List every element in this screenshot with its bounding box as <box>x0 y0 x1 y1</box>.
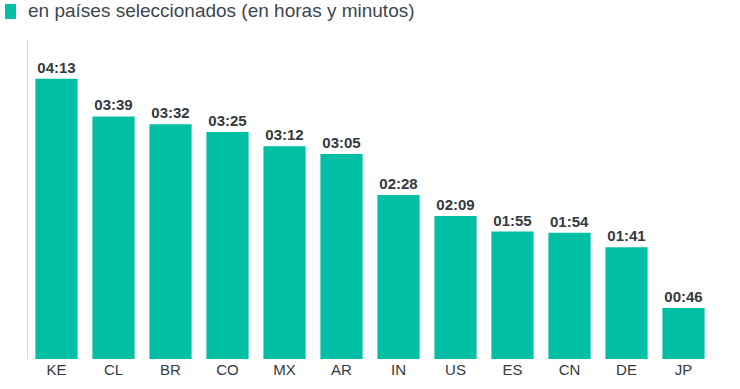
svg-text:US: US <box>445 361 466 378</box>
svg-text:03:39: 03:39 <box>94 96 132 113</box>
svg-text:CL: CL <box>104 361 123 378</box>
svg-text:03:12: 03:12 <box>265 126 303 143</box>
svg-text:JP: JP <box>675 361 693 378</box>
svg-text:CO: CO <box>216 361 239 378</box>
svg-text:BR: BR <box>160 361 181 378</box>
svg-text:MX: MX <box>273 361 296 378</box>
svg-text:04:13: 04:13 <box>37 59 75 76</box>
svg-text:03:25: 03:25 <box>208 112 246 129</box>
svg-text:KE: KE <box>46 361 66 378</box>
svg-text:IN: IN <box>391 361 406 378</box>
svg-text:CN: CN <box>559 361 581 378</box>
svg-text:02:28: 02:28 <box>379 175 417 192</box>
svg-text:03:32: 03:32 <box>151 104 189 121</box>
svg-text:ES: ES <box>502 361 522 378</box>
svg-text:01:55: 01:55 <box>493 212 531 229</box>
svg-text:01:41: 01:41 <box>607 227 645 244</box>
svg-text:01:54: 01:54 <box>550 213 589 230</box>
svg-text:AR: AR <box>331 361 352 378</box>
svg-text:03:05: 03:05 <box>322 134 360 151</box>
svg-text:DE: DE <box>616 361 637 378</box>
svg-text:00:46: 00:46 <box>664 288 702 305</box>
svg-text:02:09: 02:09 <box>436 196 474 213</box>
svg-text:en países seleccionados (en ho: en países seleccionados (en horas y minu… <box>28 0 415 21</box>
